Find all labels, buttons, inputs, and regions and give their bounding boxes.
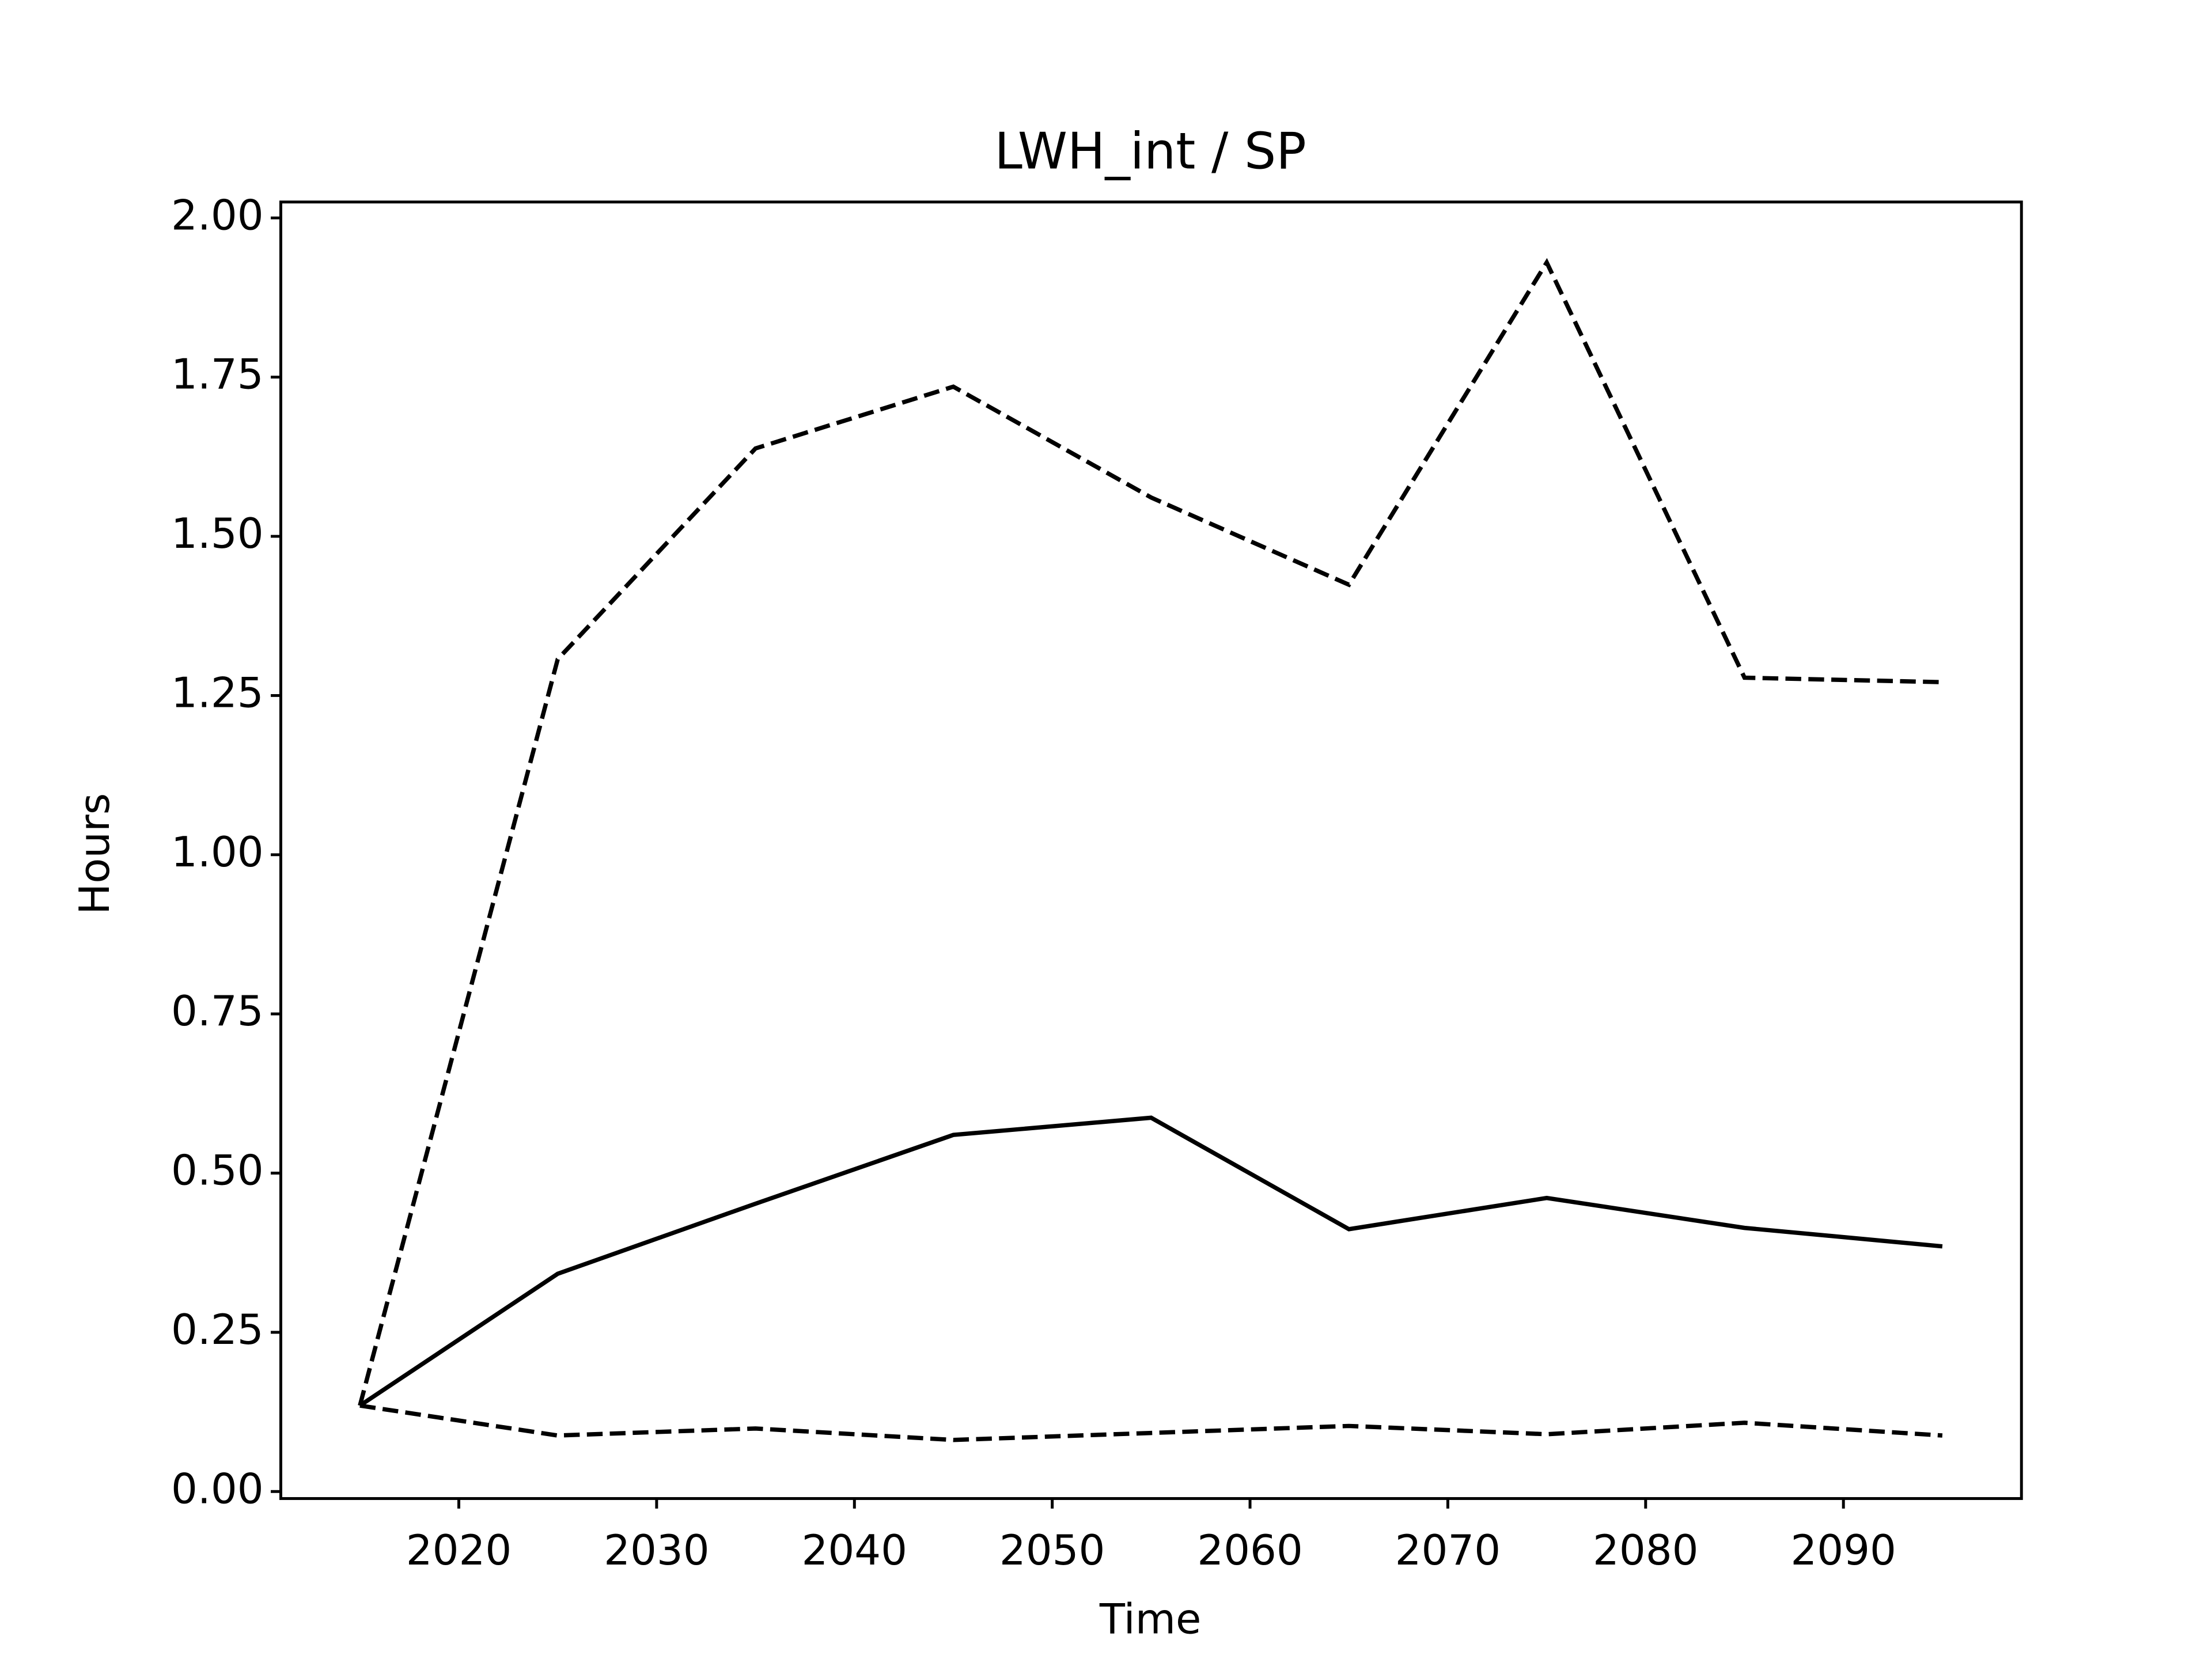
y-tick-label: 0.00 — [171, 1465, 264, 1513]
y-tick-label: 1.50 — [171, 510, 264, 558]
plot-frame — [279, 200, 2023, 1500]
data-line — [358, 1115, 1943, 1408]
x-tick-label: 2070 — [1395, 1527, 1501, 1575]
x-tick-label: 2050 — [999, 1527, 1105, 1575]
x-tick-label: 2040 — [802, 1527, 908, 1575]
y-tick-label: 1.25 — [171, 669, 264, 717]
data-line — [358, 257, 1942, 1407]
y-axis-label: Hours — [71, 793, 119, 915]
y-tick-label: 1.00 — [171, 828, 264, 877]
x-tick-label: 2030 — [604, 1527, 710, 1575]
y-tick-label: 0.25 — [171, 1306, 264, 1354]
x-tick-label: 2060 — [1197, 1527, 1303, 1575]
y-tick-label: 1.75 — [171, 351, 264, 399]
x-tick-label: 2020 — [406, 1527, 512, 1575]
x-tick-label: 2090 — [1790, 1527, 1896, 1575]
y-tick-label: 0.75 — [171, 987, 264, 1036]
data-line — [359, 1403, 1943, 1442]
chart-title: LWH_int / SP — [994, 122, 1306, 181]
y-tick-label: 0.50 — [171, 1147, 264, 1195]
x-tick-label: 2080 — [1593, 1527, 1699, 1575]
y-tick-label: 2.00 — [171, 191, 264, 240]
x-axis-label: Time — [1099, 1595, 1201, 1643]
